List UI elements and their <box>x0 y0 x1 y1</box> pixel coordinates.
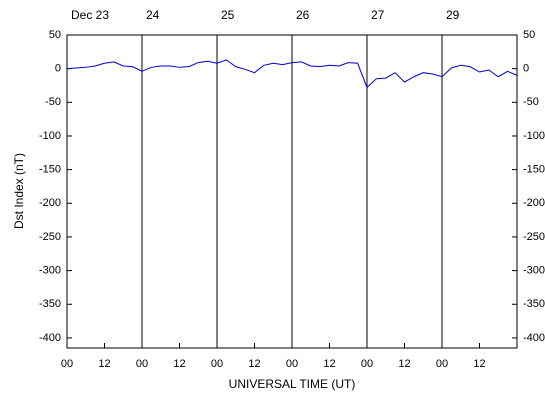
y-tick-label: -250 <box>39 231 61 243</box>
y2-tick-label: -100 <box>523 130 545 142</box>
day-label: 25 <box>221 8 235 22</box>
x-tick-label: 00 <box>61 358 73 370</box>
x-tick-label: 12 <box>473 358 485 370</box>
y2-tick-label: -50 <box>523 96 539 108</box>
x-tick-label: 00 <box>436 358 448 370</box>
day-label: 27 <box>371 8 385 22</box>
y-tick-label: -300 <box>39 264 61 276</box>
y2-tick-label: -200 <box>523 197 545 209</box>
y2-tick-label: -250 <box>523 231 545 243</box>
day-label: 26 <box>296 8 310 22</box>
data-line <box>66 59 518 89</box>
day-label: 29 <box>446 8 460 22</box>
y-tick-label: 50 <box>49 29 61 41</box>
y2-tick-label: -400 <box>523 332 545 344</box>
x-tick-label: 12 <box>98 358 110 370</box>
y-axis-label: Dst Index (nT) <box>12 153 26 229</box>
y2-tick-label: -300 <box>523 264 545 276</box>
day-label: Dec 23 <box>71 8 109 22</box>
y2-tick-label: -350 <box>523 298 545 310</box>
y-tick-label: 0 <box>55 63 61 75</box>
x-tick-label: 00 <box>211 358 223 370</box>
x-tick-label: 12 <box>248 358 260 370</box>
y2-tick-label: -150 <box>523 164 545 176</box>
x-tick-label: 00 <box>136 358 148 370</box>
day-label: 24 <box>146 8 160 22</box>
x-tick-label: 00 <box>361 358 373 370</box>
x-tick-label: 12 <box>323 358 335 370</box>
y-tick-label: -100 <box>39 130 61 142</box>
y2-tick-label: 50 <box>523 29 535 41</box>
y-tick-label: -400 <box>39 332 61 344</box>
y-tick-label: -150 <box>39 164 61 176</box>
x-tick-label: 00 <box>286 358 298 370</box>
x-tick-label: 12 <box>173 358 185 370</box>
y-tick-label: -200 <box>39 197 61 209</box>
y-tick-label: -350 <box>39 298 61 310</box>
x-tick-label: 12 <box>398 358 410 370</box>
y2-tick-label: 0 <box>523 63 529 75</box>
y-tick-label: -50 <box>45 96 61 108</box>
x-axis-label: UNIVERSAL TIME (UT) <box>229 377 356 391</box>
